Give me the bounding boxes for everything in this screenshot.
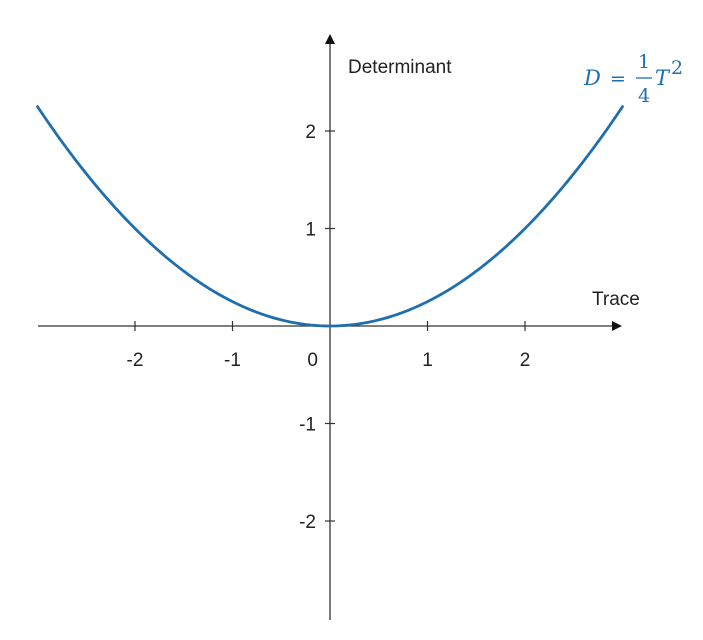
y-tick-label: 1 (305, 220, 316, 241)
x-tick-label: 0 (307, 350, 318, 371)
x-tick-label: -1 (224, 350, 241, 371)
equation-exponent: 2 (671, 57, 683, 79)
parabola-series-line (36, 105, 624, 328)
x-tick-label: 2 (520, 350, 531, 371)
x-tick-label: -2 (127, 350, 144, 371)
y-axis-title: Determinant (348, 57, 452, 78)
equation-numerator: 1 (638, 51, 650, 73)
equation-equals: = (610, 68, 626, 90)
y-tick-label: -2 (299, 512, 316, 533)
y-ticks: 2 1 -1 -2 (299, 122, 335, 533)
equation-lhs: D (583, 66, 601, 90)
x-tick-label: 1 (422, 350, 433, 371)
equation-annotation: D = 1 4 T 2 (583, 51, 683, 107)
x-ticks: -2 -1 0 1 2 (127, 321, 531, 371)
y-tick-label: -1 (299, 415, 316, 436)
equation-denominator: 4 (638, 85, 650, 107)
equation-variable: T (655, 66, 671, 90)
y-tick-label: 2 (305, 122, 316, 143)
x-axis-title: Trace (592, 289, 640, 310)
